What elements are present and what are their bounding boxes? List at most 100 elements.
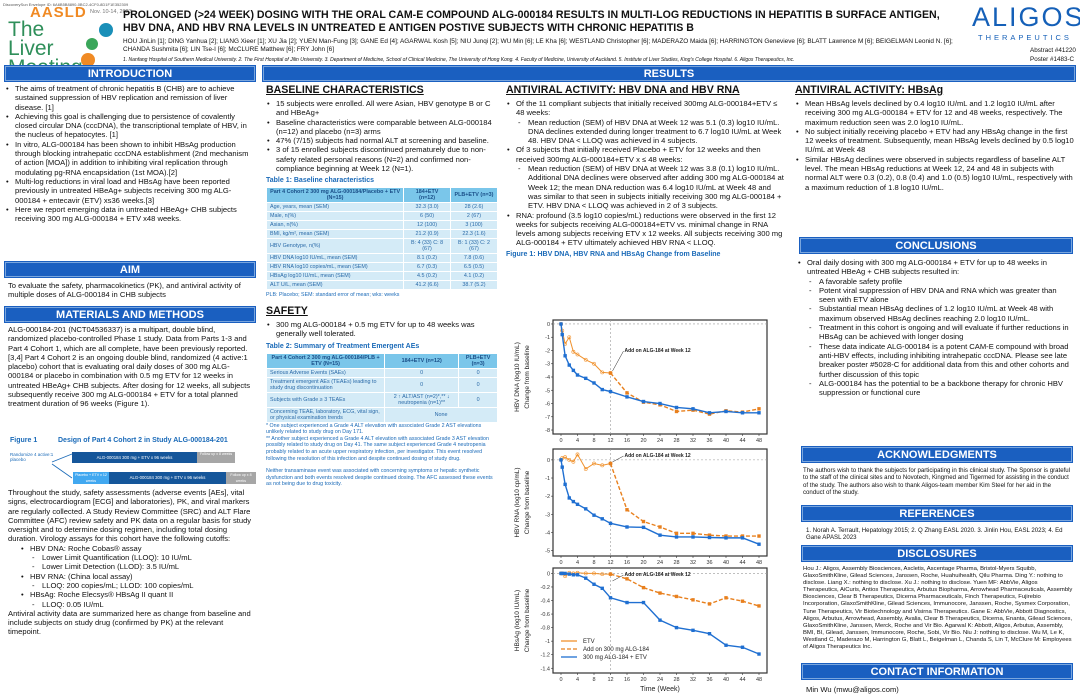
x-tick-label: 36 — [706, 560, 712, 566]
annotation-arrow — [612, 455, 624, 463]
y-axis-label: HBV RNA (log10 cp/mL) — [514, 467, 521, 537]
table-cell: 6 (50) — [403, 211, 451, 222]
table-cell: BMI, kg/m², mean (SEM) — [265, 229, 405, 240]
x-tick-label: 16 — [624, 438, 630, 444]
x-tick-label: 4 — [576, 677, 579, 683]
series-line — [610, 573, 760, 607]
data-point — [608, 521, 613, 526]
data-point — [674, 531, 679, 536]
table-cell: Serious Adverse Events (SAEs) — [265, 367, 386, 378]
y-tick-label: -0.4 — [541, 599, 550, 605]
y-tick-label: -0.2 — [541, 585, 550, 591]
y-tick-label: 0 — [547, 322, 550, 328]
list-item: The aims of treatment of chronic hepatit… — [5, 84, 255, 112]
aim-banner: AIM — [5, 262, 255, 277]
legend-label: ETV — [583, 639, 595, 645]
sub-list-item: Substantial mean HBsAg declines of 1.2 l… — [807, 304, 1073, 323]
list-item-text: Similar HBsAg declines were observed in … — [805, 154, 1073, 192]
data-point — [592, 582, 596, 586]
antiviral-heading: ANTIVIRAL ACTIVITY: HBV DNA and HBV RNA — [506, 84, 740, 96]
data-point — [575, 502, 580, 507]
table-cell: 0 — [384, 367, 460, 378]
table-row: BMI, kg/m², mean (SEM) 21.2 (0.9) 22.3 (1.… — [265, 229, 499, 240]
list-item-text: 300 mg ALG-000184 + 0.5 mg ETV for up to… — [276, 319, 475, 339]
data-point — [567, 335, 572, 340]
data-point — [560, 571, 564, 576]
data-point — [707, 535, 712, 540]
data-point — [724, 643, 728, 647]
table-row: HBsAg log10 IU/mL, mean (SEM) 4.5 (0.2) 4.… — [265, 271, 499, 282]
list-item: Baseline characteristics were comparable… — [266, 118, 498, 137]
data-point — [658, 618, 662, 622]
data-point — [724, 596, 728, 600]
data-point — [707, 533, 712, 537]
arm-active: ALG-000184 300 mg + ETV x 96 weeks — [72, 452, 197, 463]
data-point — [571, 368, 576, 373]
data-point — [740, 599, 745, 603]
data-point — [691, 628, 695, 633]
table-row: HBV Genotype, n(%) B: 4 (33) C: 8 (67) B: … — [265, 238, 499, 255]
x-tick-label: 20 — [640, 438, 646, 444]
table-cell: 0 — [458, 376, 498, 393]
table-cell: Age, years, mean (SEM) — [265, 202, 405, 213]
table-row: Subjects with Grade ≥ 3 TEAEs 2 ↑ ALT/AST… — [265, 391, 498, 408]
y-tick-label: -3 — [545, 512, 550, 518]
legend-label: 300 mg ALG-184 + ETV — [583, 655, 647, 661]
list-item-text: 47% (7/15) subjects had normal ALT at sc… — [276, 136, 489, 146]
x-tick-label: 28 — [673, 438, 679, 444]
data-point — [592, 381, 596, 385]
data-point — [724, 536, 728, 540]
arm-placebo-followup: Follow up x 8 weeks — [226, 472, 256, 484]
arm-placebo-active: ALG-000184 300 mg + ETV x 96 weeks — [109, 472, 226, 484]
data-point — [707, 632, 712, 636]
data-point — [707, 411, 712, 415]
y-tick-label: -0.8 — [541, 626, 550, 632]
data-point — [707, 602, 712, 606]
list-item: In vitro, ALG-000184 has been shown to i… — [5, 140, 255, 177]
contact-text[interactable]: Min Wu (mwu@aligos.com) — [806, 685, 899, 694]
list-item-text: Achieving this goal is challenging due t… — [15, 111, 247, 140]
data-point — [658, 401, 662, 406]
plot-frame — [552, 448, 768, 557]
y-tick-label: -1 — [545, 476, 550, 482]
x-tick-label: 24 — [657, 677, 663, 683]
annotation-arrow — [612, 350, 624, 372]
list-item-text: RNA: profound (3.5 log10 copies/mL) redu… — [516, 210, 783, 248]
data-point — [563, 354, 567, 358]
data-point — [583, 571, 588, 576]
data-point — [575, 452, 580, 457]
x-tick-label: 0 — [559, 560, 562, 566]
antiviral-charts: 0-1-2-3-4-5-6-7-80 4 8 12 16 20 24 28 32 36 40 44 48… — [514, 319, 768, 693]
annotation: Add on ALG-184 at Week 12 — [625, 453, 691, 459]
data-point — [625, 391, 629, 395]
table-cell: HBV Genotype, n(%) — [265, 238, 405, 255]
baseline-table: Part 4 Cohort 2 300 mg ALG-000184/Placeb… — [265, 187, 499, 291]
x-tick-label: 24 — [657, 560, 663, 566]
list-item: HBV DNA: Roche Cobas® assayLower Limit Q… — [20, 544, 256, 572]
x-tick-label: 4 — [576, 438, 579, 444]
table-cell: 8.1 (0.2) — [403, 253, 451, 264]
list-item: Mean HBsAg levels declined by 0.4 log10 … — [795, 99, 1075, 127]
table-cell: ALT U/L, mean (SEM) — [265, 280, 405, 291]
table-cell: Concerning TEAE, laboratory, ECG, vital … — [265, 406, 386, 423]
table-cell: 32.3 (3.0) — [403, 202, 451, 213]
table-cell: 0 — [458, 391, 498, 408]
x-tick-label: 48 — [756, 438, 762, 444]
data-point — [567, 496, 571, 500]
sub-list-item: Lower Limit Detection (LLOD): 3.5 IU/mL — [30, 562, 256, 572]
table-cell: None — [384, 406, 498, 423]
table-header: Part 4 Cohort 2 300 mg ALG-000184/Placeb… — [265, 187, 405, 204]
figure1-label: Figure 1 — [10, 437, 38, 444]
table1-title: Table 1: Baseline characteristics — [266, 177, 375, 185]
data-point — [560, 332, 564, 337]
list-item-text: HBsAg: Roche Elecsys® HBsAg II quant II — [30, 590, 174, 600]
y-tick-label: -4 — [545, 530, 550, 536]
data-point — [641, 525, 646, 530]
data-point — [575, 373, 580, 377]
data-point — [592, 361, 596, 366]
table-cell: Male, n(%) — [265, 211, 405, 222]
safety-list: 300 mg ALG-000184 + 0.5 mg ETV for up to… — [266, 320, 498, 339]
envelope-id: DiscoverySun Envelope ID: 6A6B5B8890-0BC… — [3, 2, 129, 7]
list-item-text: Of the 11 compliant subjects that initia… — [516, 99, 778, 118]
data-point — [608, 572, 613, 576]
